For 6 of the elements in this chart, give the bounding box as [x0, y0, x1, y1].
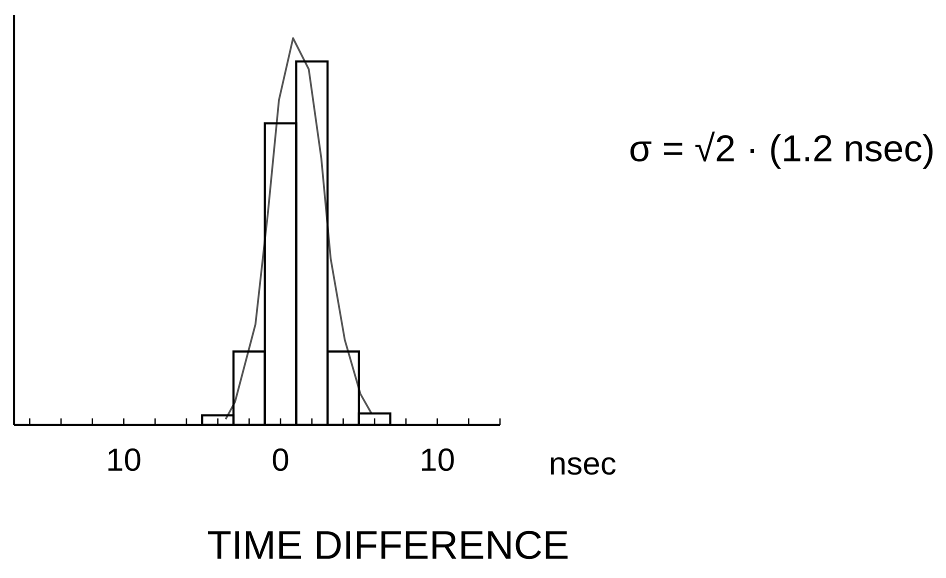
text: σ = √2 · (1.2 nsec): [630, 132, 933, 169]
text: nsec: [550, 457, 616, 475]
x-tick-label: 10: [108, 448, 140, 472]
x-tick-label: 0: [272, 448, 288, 472]
x-tick-label: 10: [422, 448, 454, 472]
x-axis-title: TIME DIFFERENCE: [208, 530, 568, 560]
